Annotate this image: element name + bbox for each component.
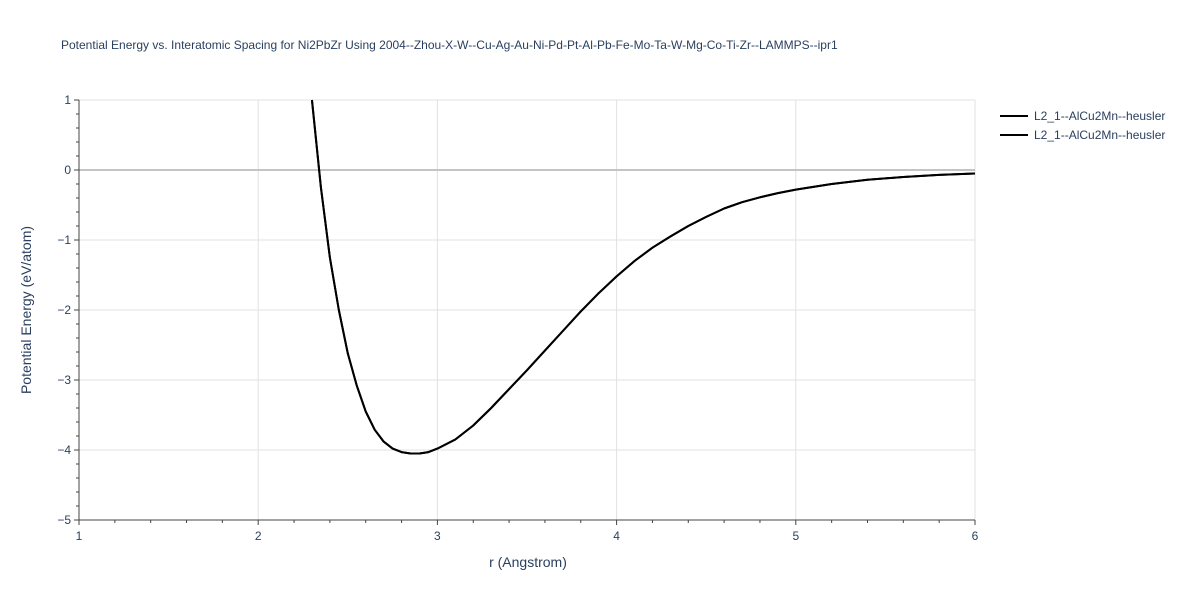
y-tick-label: −5	[57, 513, 71, 527]
y-tick-label: −1	[57, 233, 71, 247]
x-tick-label: 2	[255, 529, 262, 543]
series-lines	[310, 99, 976, 455]
axes	[74, 99, 976, 525]
legend-line-swatch	[1000, 114, 1028, 117]
tick-labels: 1 2 3 4 5 6 1 0 −1 −2 −3 −4 −5	[57, 93, 978, 543]
legend-line-swatch	[1000, 133, 1028, 136]
y-tick-label: 1	[64, 93, 71, 107]
legend-item[interactable]: L2_1--AlCu2Mn--heusler	[1000, 106, 1165, 125]
x-axis-label: r (Angstrom)	[489, 554, 567, 570]
y-axis-label: Potential Energy (eV/atom)	[18, 225, 34, 395]
y-tick-label: −3	[57, 373, 71, 387]
y-tick-label: −4	[57, 443, 71, 457]
series-line	[310, 99, 976, 455]
legend: L2_1--AlCu2Mn--heusler L2_1--AlCu2Mn--he…	[1000, 106, 1165, 144]
grid-lines	[79, 99, 976, 520]
x-tick-label: 1	[76, 529, 83, 543]
x-tick-label: 5	[792, 529, 799, 543]
y-tick-label: 0	[64, 163, 71, 177]
legend-item[interactable]: L2_1--AlCu2Mn--heusler	[1000, 125, 1165, 144]
series-line	[310, 99, 976, 455]
x-tick-label: 3	[434, 529, 441, 543]
y-tick-label: −2	[57, 303, 71, 317]
chart-title: Potential Energy vs. Interatomic Spacing…	[61, 38, 838, 52]
legend-label: L2_1--AlCu2Mn--heusler	[1034, 108, 1166, 123]
x-tick-label: 4	[613, 529, 620, 543]
legend-label: L2_1--AlCu2Mn--heusler	[1034, 127, 1166, 142]
x-tick-label: 6	[972, 529, 979, 543]
